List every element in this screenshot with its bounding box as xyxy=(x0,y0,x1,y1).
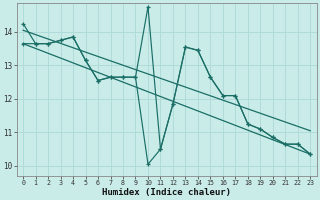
X-axis label: Humidex (Indice chaleur): Humidex (Indice chaleur) xyxy=(102,188,231,197)
